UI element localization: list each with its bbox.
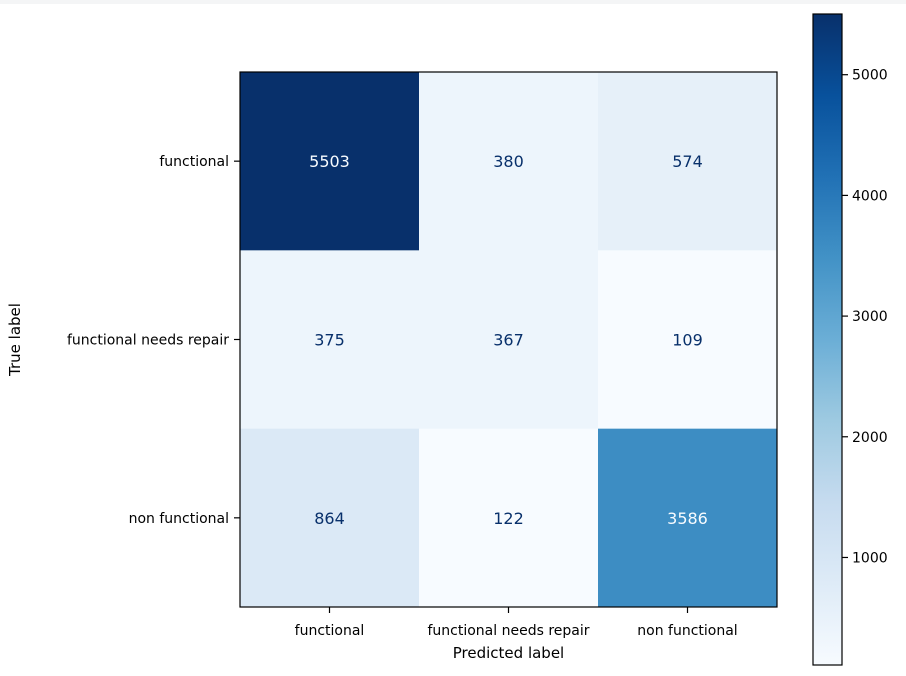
- x-tick-label: functional needs repair: [427, 623, 589, 639]
- cell-value-label: 5503: [309, 152, 350, 171]
- heatmap-cell: [598, 250, 778, 430]
- heatmap-cell: [598, 428, 778, 608]
- cell-value-label: 864: [314, 509, 345, 528]
- x-axis-ticks: functional functional needs repair non fun…: [295, 607, 738, 639]
- cell-value-label: 109: [672, 331, 703, 350]
- x-tick-label: non functional: [637, 623, 737, 639]
- cell-value-label: 380: [493, 152, 524, 171]
- colorbar: [812, 13, 843, 666]
- x-tick-label: functional: [295, 623, 365, 639]
- colorbar-tick-label: 5000: [852, 68, 888, 84]
- y-tick-label: non functional: [129, 511, 229, 527]
- y-axis-label: True label: [6, 303, 24, 377]
- colorbar-tick-label: 2000: [852, 430, 888, 446]
- colorbar-tick-label: 3000: [852, 309, 888, 325]
- heatmap-cell: [419, 72, 599, 251]
- heatmap-cell: [419, 428, 599, 608]
- cell-value-label: 367: [493, 331, 524, 350]
- heatmap-cell: [240, 72, 420, 251]
- colorbar-tick-label: 4000: [852, 188, 888, 204]
- cell-value-label: 122: [493, 509, 524, 528]
- heatmap-cell: [419, 250, 599, 430]
- colorbar-tick-label: 1000: [852, 550, 888, 566]
- cell-values: 5503 380 574 375 367 109 864 122 3586: [309, 152, 708, 528]
- top-strip: [0, 0, 906, 4]
- y-axis-ticks: functional functional needs repair non fun…: [67, 154, 240, 527]
- cell-value-label: 375: [314, 331, 345, 350]
- heatmap-cell: [240, 428, 420, 608]
- heatmap-cell: [240, 250, 420, 430]
- y-tick-label: functional: [159, 154, 229, 170]
- y-tick-label: functional needs repair: [67, 333, 229, 349]
- heatmap-cell: [598, 72, 778, 251]
- heatmap-cells: [240, 72, 778, 608]
- x-axis-label: Predicted label: [453, 644, 564, 662]
- colorbar-ticks: 1000 2000 3000 4000 5000: [842, 68, 888, 566]
- cell-value-label: 574: [672, 152, 703, 171]
- cell-value-label: 3586: [667, 509, 708, 528]
